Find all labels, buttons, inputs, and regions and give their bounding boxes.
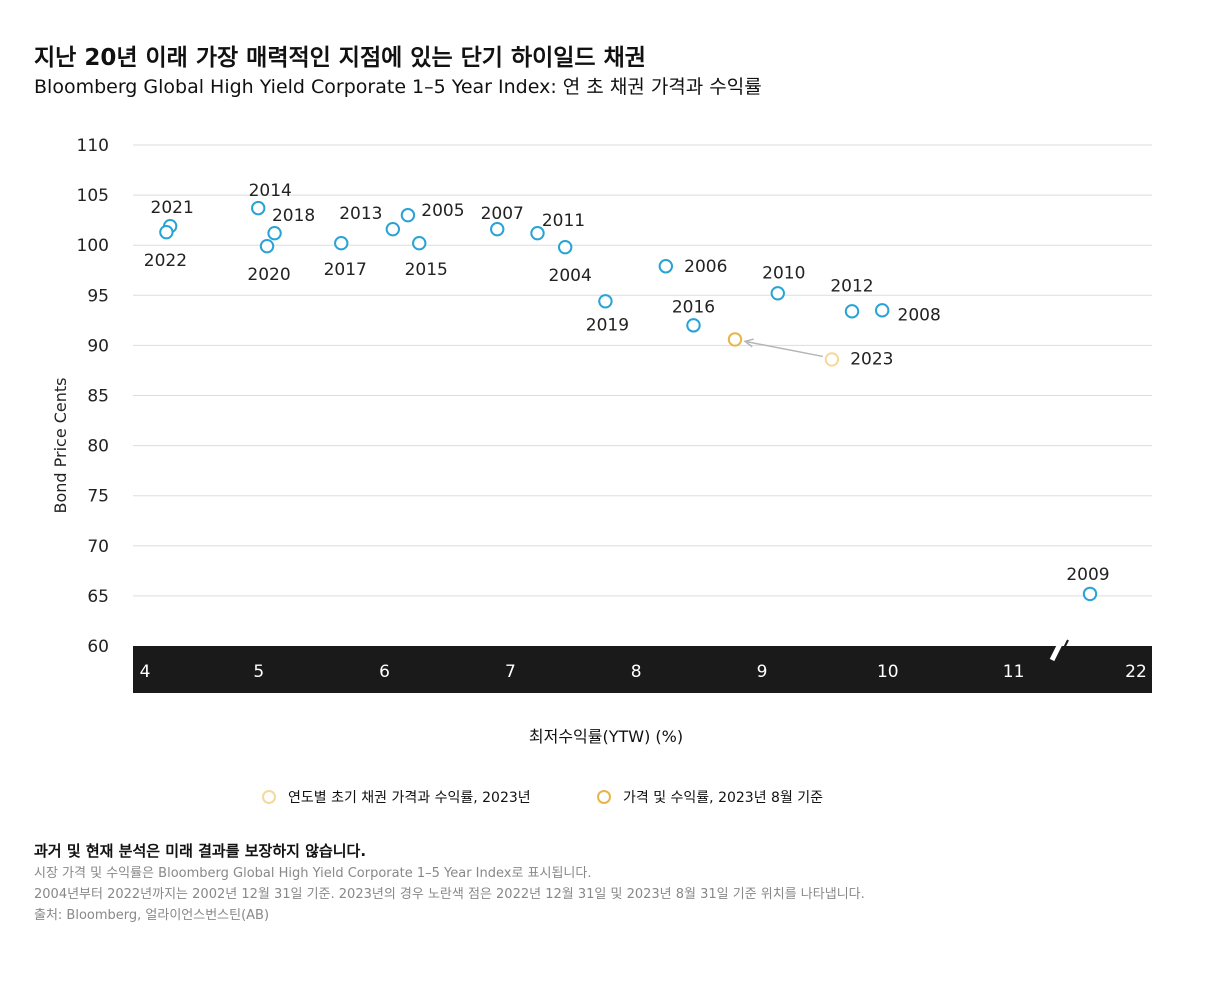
- y-tick-label: 90: [87, 336, 109, 356]
- data-point-2022: [159, 224, 174, 240]
- data-label: 2012: [830, 276, 873, 296]
- data-label: 2006: [684, 257, 727, 277]
- data-point-2010: [770, 286, 785, 301]
- x-tick-label: 9: [757, 662, 768, 682]
- data-label: 2010: [762, 263, 805, 283]
- y-tick-label: 110: [77, 136, 109, 156]
- legend-initial-label: 연도별 초기 채권 가격과 수익률, 2023년: [288, 790, 531, 806]
- data-label: 2007: [481, 204, 524, 224]
- x-axis-label: 최저수익률(YTW) (%): [528, 727, 684, 746]
- data-point-2009: [1082, 586, 1098, 602]
- y-tick-label: 85: [87, 387, 109, 407]
- y-tick-label: 65: [87, 587, 109, 607]
- footnote-2: 2004년부터 2022년까지는 2002년 12월 31일 기준. 2023년…: [34, 887, 865, 902]
- x-tick-label: 11: [1003, 662, 1025, 682]
- data-label: 2022: [144, 251, 187, 271]
- y-tick-label: 80: [87, 437, 109, 457]
- data-label: 2013: [339, 204, 382, 224]
- data-point-2004: [557, 240, 573, 255]
- data-point-2019: [598, 294, 613, 309]
- data-label: 2008: [898, 305, 941, 325]
- arrow-line: [744, 340, 824, 358]
- legend-item-initial: 연도별 초기 채권 가격과 수익률, 2023년: [262, 787, 531, 807]
- y-tick-label: 75: [87, 487, 109, 507]
- data-label: 2016: [672, 297, 715, 317]
- data-point-2014: [251, 200, 266, 216]
- data-point-2008: [874, 303, 890, 318]
- y-tick-label: 70: [87, 537, 109, 557]
- data-label: 2020: [247, 265, 290, 285]
- data-point-2020: [259, 239, 275, 254]
- y-tick-label: 95: [87, 286, 109, 306]
- data-label: 2021: [151, 198, 194, 218]
- data-point-aug-2023: [727, 332, 743, 347]
- y-tick-label: 105: [77, 186, 109, 206]
- x-tick-label: 5: [253, 662, 264, 682]
- footnote-source: 출처: Bloomberg, 얼라이언스번스틴(AB): [34, 908, 270, 923]
- data-label: 2014: [249, 181, 292, 201]
- data-label: 2019: [586, 315, 629, 335]
- legend-initial-marker-icon: [262, 790, 276, 804]
- data-label: 2011: [542, 211, 585, 231]
- data-point-2005: [400, 207, 416, 223]
- data-label: 2017: [324, 260, 367, 280]
- data-label: 2004: [549, 266, 592, 286]
- data-point-2015: [412, 235, 427, 251]
- arrow-head-icon: [743, 338, 754, 348]
- x-tick-label: 22: [1125, 662, 1147, 682]
- data-point-2007: [490, 221, 505, 237]
- data-point-2017: [334, 235, 349, 251]
- disclaimer: 과거 및 현재 분석은 미래 결과를 보장하지 않습니다.: [34, 842, 367, 860]
- data-label: 2005: [421, 201, 464, 221]
- data-point-2023: [824, 352, 840, 367]
- data-point-2011: [530, 225, 545, 241]
- footnote-1: 시장 가격 및 수익률은 Bloomberg Global High Yield…: [34, 866, 592, 881]
- x-axis-band: [133, 646, 1152, 693]
- data-label: 2015: [405, 260, 448, 280]
- legend-aug-label: 가격 및 수익률, 2023년 8월 기준: [623, 790, 824, 806]
- x-tick-label: 8: [631, 662, 642, 682]
- axis-break-icon: [1049, 638, 1069, 662]
- x-tick-label: 10: [877, 662, 899, 682]
- y-tick-label: 60: [87, 637, 109, 657]
- data-point-2012: [844, 304, 860, 319]
- data-label: 2018: [272, 206, 315, 226]
- x-tick-label: 7: [505, 662, 516, 682]
- page-subtitle: Bloomberg Global High Yield Corporate 1–…: [34, 76, 762, 98]
- y-tick-label: 100: [77, 236, 109, 256]
- legend-item-aug: 가격 및 수익률, 2023년 8월 기준: [597, 787, 823, 807]
- data-label: 2023: [850, 349, 893, 369]
- data-point-2006: [658, 259, 674, 274]
- data-point-2018: [267, 225, 282, 241]
- x-tick-label: 4: [140, 662, 151, 682]
- data-label: 2009: [1066, 565, 1109, 585]
- data-point-2013: [385, 221, 401, 237]
- x-tick-label: 6: [379, 662, 390, 682]
- legend-aug-marker-icon: [597, 790, 611, 804]
- data-point-2016: [686, 318, 701, 333]
- page-title: 지난 20년 이래 가장 매력적인 지점에 있는 단기 하이일드 채권: [34, 45, 646, 71]
- y-axis-label: Bond Price Cents: [51, 377, 70, 513]
